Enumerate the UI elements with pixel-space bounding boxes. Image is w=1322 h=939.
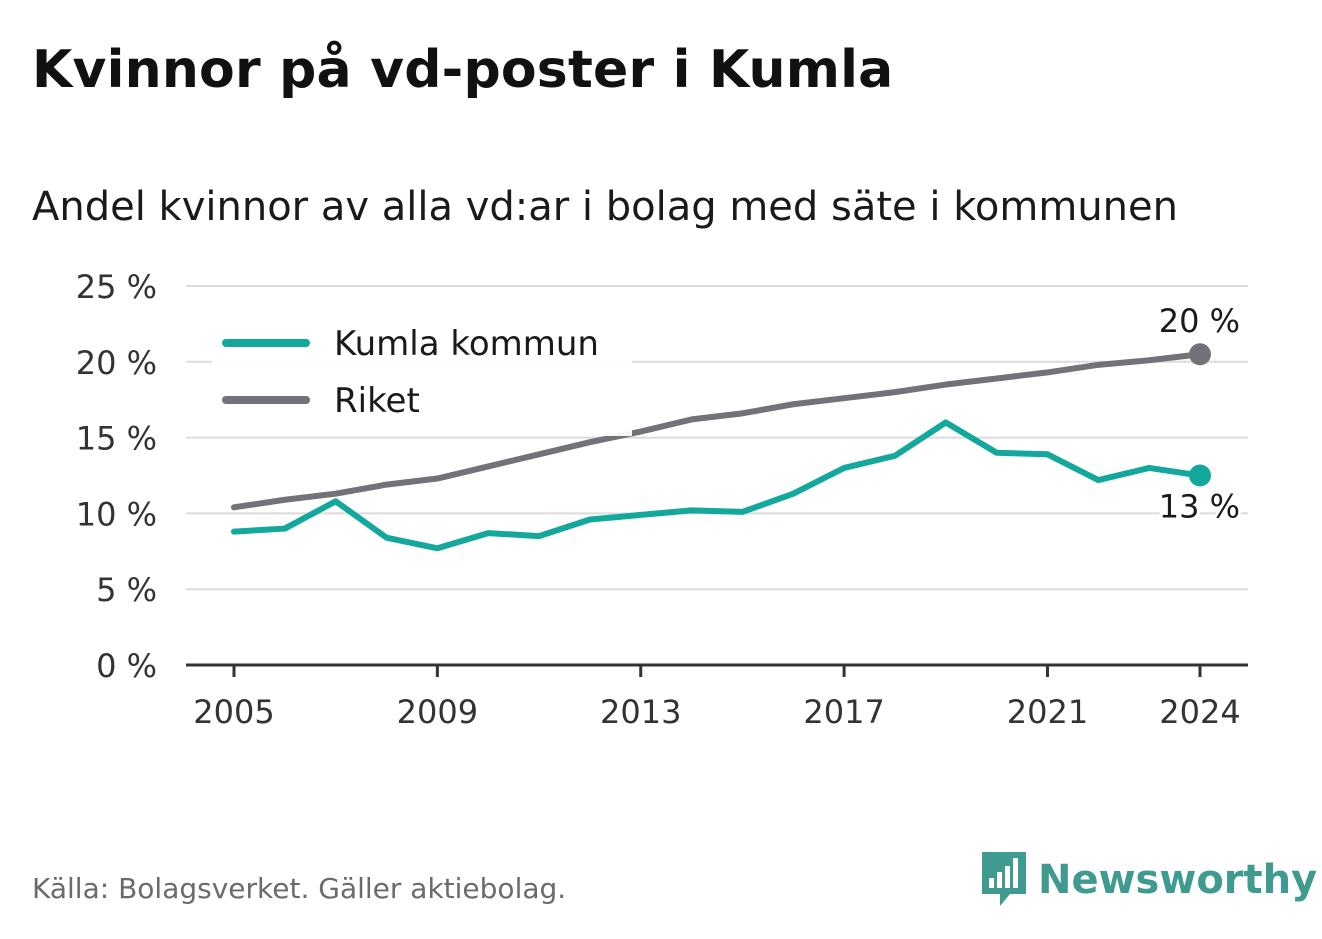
- chart-title: Kvinnor på vd-poster i Kumla: [32, 40, 894, 100]
- x-tick-label: 2017: [803, 693, 884, 731]
- brand-logo[interactable]: Newsworthy: [980, 850, 1317, 910]
- legend-label: Kumla kommun: [334, 324, 599, 364]
- x-tick-label: 2013: [600, 693, 681, 731]
- y-tick-label: 5 %: [96, 571, 157, 609]
- newsworthy-logo-icon: [982, 852, 1026, 906]
- series-end-point: [1189, 343, 1211, 366]
- y-tick-label: 15 %: [76, 420, 157, 458]
- x-tick-label: 2024: [1159, 693, 1240, 731]
- x-tick-label: 2021: [1007, 693, 1088, 731]
- y-tick-label: 10 %: [76, 495, 157, 533]
- end-label-riket: 20 %: [1159, 302, 1240, 340]
- x-tick-label: 2005: [193, 693, 274, 731]
- y-tick-label: 0 %: [96, 647, 157, 685]
- series-end-point: [1189, 464, 1211, 487]
- y-tick-label: 20 %: [76, 344, 157, 382]
- end-label-kumla: 13 %: [1159, 488, 1240, 526]
- x-tick-label: 2009: [397, 693, 478, 731]
- series-line: [231, 419, 1203, 552]
- chart-subtitle: Andel kvinnor av alla vd:ar i bolag med …: [32, 184, 1178, 230]
- legend-label: Riket: [334, 381, 420, 421]
- source-note: Källa: Bolagsverket. Gäller aktiebolag.: [32, 872, 567, 905]
- legend-box: [212, 312, 632, 436]
- brand-name: Newsworthy: [1038, 857, 1318, 903]
- series-line: [231, 351, 1203, 511]
- series-lines: [231, 343, 1211, 552]
- legend: Kumla kommun Riket: [212, 312, 632, 436]
- y-tick-label: 25 %: [76, 268, 157, 306]
- axes: 0 % 5 % 10 % 15 % 20 % 25 % 2005 2009 2013 2017 20…: [76, 268, 1248, 731]
- end-labels: 13 % 20 %: [1156, 299, 1243, 528]
